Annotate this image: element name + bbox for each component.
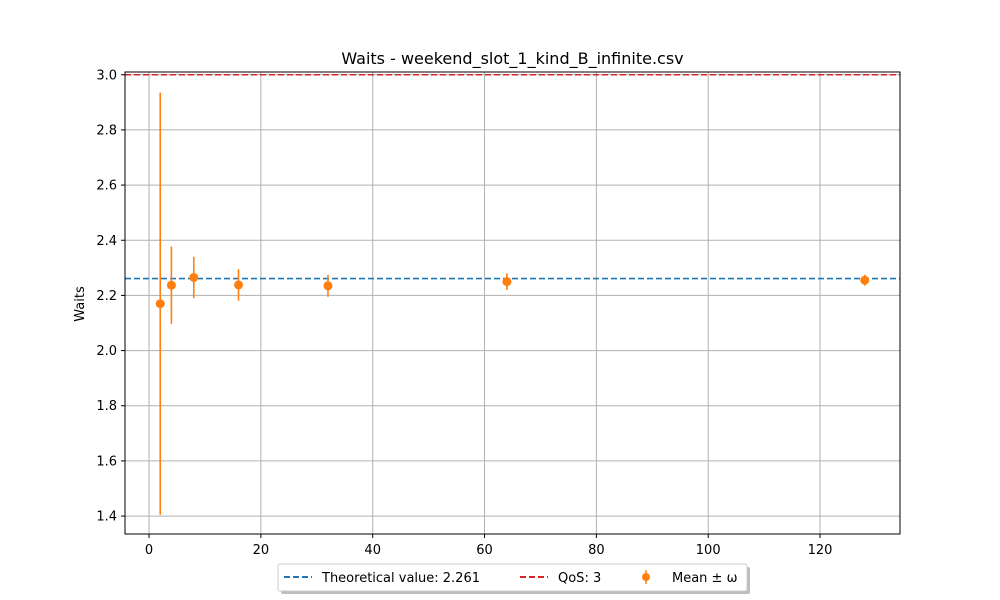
legend-box: [277, 563, 748, 592]
axis-ticks: 0 20 40 60 80 100 120 1.4 1.6 1.8 2.0 2.2 2.4 2.6 2.8 3…: [96, 68, 832, 558]
mean-point: [234, 280, 244, 290]
mean-point: [323, 281, 333, 291]
y-tick-label: 2.2: [96, 289, 117, 304]
x-tick-label: 40: [364, 543, 381, 558]
mean-point: [189, 272, 199, 282]
y-axis-label: Waits: [73, 286, 88, 322]
legend-theoretical-label: Theoretical value: 2.261: [321, 571, 480, 586]
chart-title: Waits - weekend_slot_1_kind_B_infinite.c…: [341, 49, 683, 69]
mean-point: [155, 299, 165, 309]
grid: [125, 72, 900, 534]
x-tick-label: 60: [476, 543, 493, 558]
mean-point: [502, 277, 512, 287]
y-tick-label: 2.0: [96, 344, 117, 359]
y-tick-label: 3.0: [96, 68, 117, 83]
legend-qos-label: QoS: 3: [558, 571, 601, 586]
y-tick-label: 1.8: [96, 399, 117, 414]
legend-mean-marker-swatch: [642, 573, 650, 581]
mean-point: [860, 275, 870, 285]
x-tick-label: 80: [588, 543, 605, 558]
legend-mean-label: Mean ± ω: [672, 571, 737, 586]
data-series: [155, 92, 870, 515]
y-tick-label: 1.4: [96, 510, 117, 525]
x-tick-label: 0: [145, 543, 153, 558]
legend: Theoretical value: 2.261 QoS: 3 Mean ± ω: [277, 563, 750, 594]
mean-point: [166, 280, 176, 290]
y-tick-label: 2.6: [96, 179, 117, 194]
y-tick-label: 2.8: [96, 123, 117, 138]
y-tick-label: 1.6: [96, 454, 117, 469]
x-tick-label: 120: [808, 543, 833, 558]
reference-lines: [125, 73, 900, 280]
plot-frame: [124, 71, 901, 535]
y-tick-label: 2.4: [96, 234, 117, 249]
x-tick-label: 100: [696, 543, 721, 558]
x-tick-label: 20: [253, 543, 270, 558]
